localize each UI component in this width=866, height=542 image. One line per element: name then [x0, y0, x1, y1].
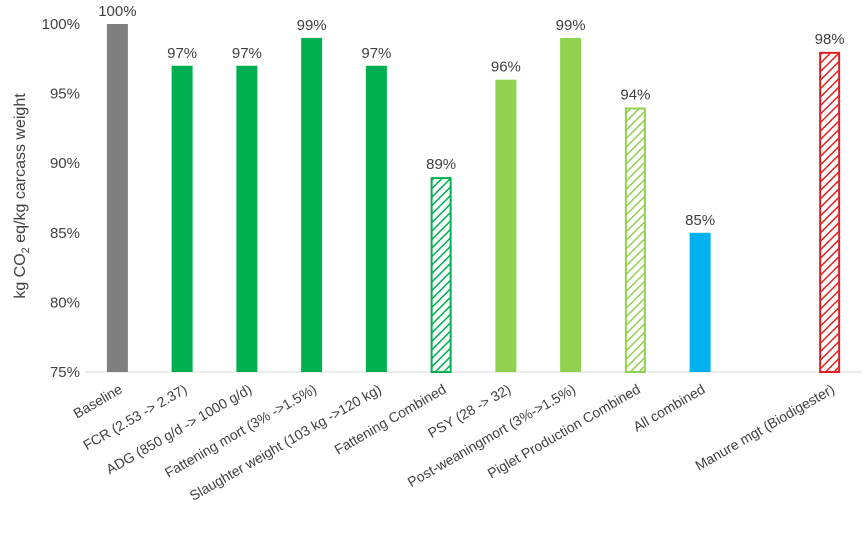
- bar: [819, 51, 841, 374]
- y-tick-label: 75%: [50, 364, 80, 381]
- bar: [689, 232, 711, 372]
- bar: [560, 37, 582, 373]
- category-label: Fattening Combined: [331, 381, 448, 458]
- data-label: 85%: [685, 212, 715, 229]
- category-label: Baseline: [70, 381, 125, 422]
- bar: [495, 79, 517, 373]
- data-label: 98%: [815, 31, 845, 48]
- y-tick-label: 85%: [50, 225, 80, 242]
- data-label: 97%: [361, 45, 391, 62]
- data-label: 97%: [232, 45, 262, 62]
- bar: [171, 65, 193, 372]
- bars: [106, 24, 841, 374]
- y-axis-label: kg CO2 eq/kg carcass weight: [12, 93, 32, 299]
- y-tick-label: 95%: [50, 86, 80, 103]
- category-label: Manure mgt (Biodigester): [692, 381, 837, 474]
- data-labels: 100% 97% 97% 99% 97% 89% 96% 99% 94% 85% 98%: [98, 3, 844, 229]
- data-label: 94%: [620, 87, 650, 104]
- data-label: 89%: [426, 156, 456, 173]
- data-label: 96%: [491, 59, 521, 76]
- bar: [301, 37, 323, 373]
- data-label: 99%: [556, 17, 586, 34]
- data-label: 100%: [98, 3, 136, 20]
- bar: [106, 24, 128, 372]
- y-tick-label: 100%: [42, 16, 80, 33]
- bar: [430, 177, 452, 373]
- y-tick-label: 80%: [50, 294, 80, 311]
- data-label: 97%: [167, 45, 197, 62]
- category-label: All combined: [630, 381, 707, 435]
- y-tick-label: 90%: [50, 155, 80, 172]
- bar: [365, 65, 387, 372]
- bar: [236, 65, 258, 372]
- bar: [624, 107, 646, 374]
- data-label: 99%: [297, 17, 327, 34]
- y-axis: 75% 80% 85% 90% 95% 100%: [42, 16, 80, 381]
